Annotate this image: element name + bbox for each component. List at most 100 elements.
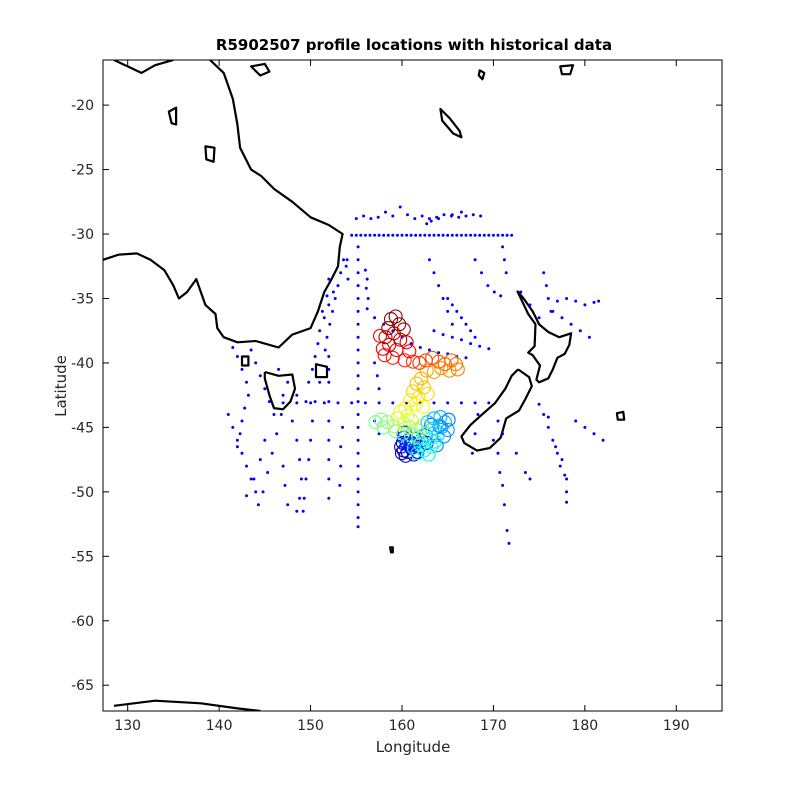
y-tick-label: -60	[71, 614, 94, 630]
profile-marker	[404, 413, 420, 429]
historical-point	[450, 213, 454, 217]
historical-point	[363, 401, 367, 405]
historical-point	[356, 335, 360, 339]
historical-point	[281, 464, 285, 468]
historical-point	[320, 309, 324, 313]
historical-point	[418, 346, 422, 349]
historical-point	[551, 438, 555, 442]
historical-point	[470, 451, 474, 455]
historical-point	[267, 400, 271, 404]
historical-point	[328, 322, 332, 326]
historical-point	[364, 286, 368, 290]
island-1	[204, 145, 216, 163]
historical-point	[569, 322, 573, 326]
historical-point	[316, 342, 320, 346]
profile-marker	[419, 363, 434, 378]
profile-marker	[386, 326, 401, 341]
historical-point	[258, 458, 262, 462]
historical-point	[386, 233, 390, 237]
historical-point	[391, 233, 395, 237]
historical-point	[560, 458, 564, 462]
profile-marker	[404, 428, 419, 443]
profile-marker	[405, 354, 421, 369]
coastline-1	[103, 60, 344, 349]
historical-point	[327, 277, 331, 281]
historical-point	[479, 214, 483, 218]
historical-point	[327, 367, 331, 371]
historical-point	[298, 496, 302, 500]
historical-point	[235, 438, 239, 442]
historical-point	[327, 438, 331, 442]
historical-point	[544, 284, 548, 288]
historical-point	[327, 419, 331, 423]
island-2	[250, 62, 271, 77]
historical-point	[507, 541, 511, 545]
historical-point	[377, 401, 381, 405]
historical-point	[318, 380, 322, 384]
historical-point	[313, 355, 317, 358]
profile-marker	[420, 386, 435, 401]
historical-point	[405, 233, 409, 237]
historical-point	[437, 233, 441, 237]
historical-point	[258, 374, 262, 378]
historical-point	[331, 290, 335, 294]
historical-point	[327, 477, 331, 481]
profile-marker	[390, 411, 405, 426]
historical-point	[437, 351, 441, 355]
profile-marker	[398, 401, 413, 416]
historical-point	[356, 309, 360, 313]
historical-point	[523, 471, 527, 474]
historical-point	[275, 432, 279, 436]
historical-point	[283, 483, 287, 487]
historical-point	[325, 294, 329, 298]
historical-point	[496, 233, 500, 237]
profile-marker	[392, 317, 407, 332]
historical-point	[425, 222, 429, 226]
y-tick-label: -25	[71, 163, 94, 179]
profile-marker	[421, 447, 436, 462]
historical-point	[366, 297, 370, 300]
historical-point	[344, 264, 348, 268]
historical-point	[469, 342, 473, 346]
historical-point	[578, 329, 582, 333]
y-tick-label: -50	[71, 485, 94, 501]
historical-point	[546, 425, 550, 429]
historical-point	[429, 219, 433, 223]
profile-marker	[425, 350, 440, 365]
historical-point	[231, 346, 235, 349]
historical-point	[310, 367, 314, 371]
historical-point	[450, 233, 454, 237]
historical-point	[469, 329, 473, 333]
y-tick-label: -30	[71, 227, 94, 243]
historical-point	[471, 213, 475, 217]
historical-point	[414, 233, 418, 237]
historical-point	[365, 277, 369, 281]
historical-point	[601, 438, 605, 442]
axis-ticks: 130 140 150 160 170 180 190 -20 -25 -30 -35 -40 -45 -…	[71, 60, 722, 734]
historical-point	[356, 425, 360, 429]
historical-point	[338, 483, 342, 487]
historical-point	[356, 490, 360, 494]
historical-point	[554, 445, 558, 449]
historical-point	[486, 284, 490, 288]
historical-point	[480, 271, 483, 275]
historical-point	[459, 316, 463, 320]
x-tick-label: 150	[297, 718, 324, 734]
historical-point	[245, 464, 248, 468]
historical-point	[240, 419, 244, 423]
island-9	[389, 546, 394, 554]
historical-point	[565, 490, 569, 494]
historical-point	[382, 233, 386, 237]
historical-point	[354, 217, 358, 221]
historical-point	[505, 529, 509, 532]
x-tick-label: 180	[571, 718, 598, 734]
profile-marker	[437, 415, 453, 430]
historical-point	[363, 233, 367, 237]
historical-point	[510, 233, 514, 237]
historical-point	[263, 438, 267, 442]
historical-point	[295, 509, 299, 513]
historical-point	[432, 329, 436, 333]
profile-marker	[400, 408, 415, 423]
profile-marker	[373, 412, 389, 427]
